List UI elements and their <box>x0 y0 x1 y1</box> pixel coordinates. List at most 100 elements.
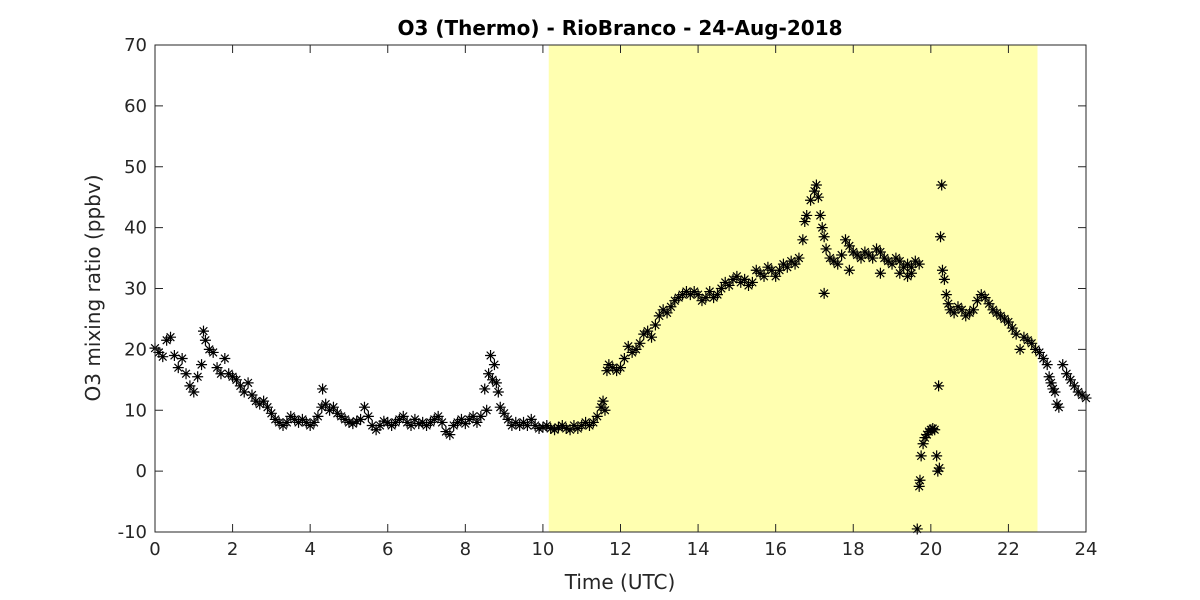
daylight-band <box>548 45 1038 532</box>
x-tick-label: 22 <box>997 539 1020 560</box>
x-tick-label: 16 <box>764 539 787 560</box>
x-tick-label: 4 <box>304 539 315 560</box>
data-point <box>490 377 502 389</box>
data-point <box>436 416 448 428</box>
data-point <box>242 377 254 389</box>
data-point <box>238 386 250 398</box>
data-point <box>378 415 390 427</box>
data-point <box>502 413 514 425</box>
data-point <box>968 304 980 316</box>
data-point <box>820 243 832 255</box>
y-tick-label: 40 <box>124 218 147 239</box>
data-point <box>646 331 658 343</box>
data-point <box>1043 371 1055 383</box>
data-point <box>789 258 801 270</box>
y-tick-label: -10 <box>118 522 147 543</box>
data-point <box>814 209 826 221</box>
data-point <box>1002 316 1014 328</box>
data-point <box>979 292 991 304</box>
data-point <box>347 418 359 430</box>
data-point <box>914 474 926 486</box>
data-point <box>281 416 293 428</box>
data-point <box>665 301 677 313</box>
data-point <box>929 424 941 436</box>
data-point <box>564 424 576 436</box>
data-point <box>444 429 456 441</box>
data-point <box>818 287 830 299</box>
data-point <box>634 337 646 349</box>
data-point <box>552 421 564 433</box>
data-point <box>1047 383 1059 395</box>
data-point <box>956 304 968 316</box>
x-tick-label: 12 <box>609 539 632 560</box>
data-point <box>215 368 227 380</box>
data-point <box>320 398 332 410</box>
data-point <box>1049 386 1061 398</box>
data-point <box>905 267 917 279</box>
data-point <box>700 292 712 304</box>
data-point <box>836 249 848 261</box>
data-point <box>483 368 495 380</box>
y-tick-label: 30 <box>124 279 147 300</box>
data-point <box>471 416 483 428</box>
data-point <box>172 362 184 374</box>
data-point <box>746 276 758 288</box>
data-point <box>261 401 273 413</box>
y-axis-ticks: -10 0 10 20 30 40 50 60 70 <box>118 35 1086 543</box>
data-point <box>874 267 886 279</box>
data-point <box>197 325 209 337</box>
x-tick-label: 2 <box>227 539 238 560</box>
data-point <box>915 450 927 462</box>
data-point <box>560 423 572 435</box>
data-point <box>1064 374 1076 386</box>
data-point <box>1006 322 1018 334</box>
data-point <box>533 423 545 435</box>
data-point <box>485 349 497 361</box>
data-point <box>874 246 886 258</box>
data-point <box>1041 359 1053 371</box>
data-point <box>931 450 943 462</box>
data-point <box>207 346 219 358</box>
data-point <box>940 289 952 301</box>
data-point <box>886 258 898 270</box>
data-point <box>938 273 950 285</box>
x-tick-label: 10 <box>531 539 554 560</box>
data-point <box>622 340 634 352</box>
y-tick-label: 10 <box>124 400 147 421</box>
data-point <box>192 371 204 383</box>
x-tick-label: 18 <box>842 539 865 560</box>
data-point <box>642 325 654 337</box>
data-point <box>327 401 339 413</box>
data-point <box>587 416 599 428</box>
data-point <box>843 264 855 276</box>
data-point <box>455 413 467 425</box>
data-point <box>932 465 944 477</box>
data-point <box>157 351 169 363</box>
data-point <box>715 283 727 294</box>
data-point <box>475 410 487 422</box>
data-point <box>615 362 626 374</box>
data-point <box>936 179 948 191</box>
data-point <box>479 383 491 395</box>
data-point <box>723 279 735 291</box>
data-point <box>1051 398 1063 410</box>
data-point <box>597 395 609 407</box>
data-point <box>196 359 208 371</box>
data-point <box>894 255 906 267</box>
data-point <box>176 353 188 365</box>
data-point <box>165 331 177 343</box>
data-point <box>983 298 995 310</box>
data-point <box>832 258 844 270</box>
data-point <box>409 413 421 425</box>
data-point <box>913 258 925 270</box>
data-point <box>867 252 879 264</box>
data-point <box>343 416 355 428</box>
data-point <box>199 334 211 346</box>
data-point <box>397 410 409 422</box>
y-tick-label: 50 <box>124 157 147 178</box>
data-point <box>351 415 363 427</box>
data-point <box>537 421 549 433</box>
data-point <box>770 270 782 282</box>
data-point <box>312 410 324 422</box>
data-point <box>184 380 196 392</box>
